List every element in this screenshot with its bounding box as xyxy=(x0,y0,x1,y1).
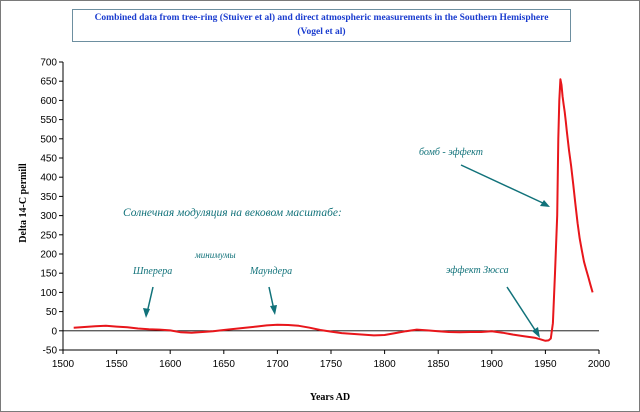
y-tick-label: 600 xyxy=(40,96,57,107)
y-tick-label: 200 xyxy=(40,250,57,261)
y-tick-label: 250 xyxy=(40,230,57,241)
annotation-minima: минимумы xyxy=(194,250,236,260)
chart-axes xyxy=(62,62,599,351)
x-tick-label: 1950 xyxy=(534,359,557,370)
arrow-sporer xyxy=(143,286,154,318)
y-tick-label: 450 xyxy=(40,154,57,165)
x-tick-label: 1600 xyxy=(159,359,182,370)
x-tick-label: 1550 xyxy=(105,359,128,370)
y-tick-label: 0 xyxy=(51,326,57,337)
y-tick-label: 50 xyxy=(46,307,58,318)
y-tick-label: 500 xyxy=(40,134,57,145)
x-tick-label: 1750 xyxy=(320,359,343,370)
series-layer xyxy=(73,78,594,342)
y-tick-label: 700 xyxy=(40,58,57,69)
arrow-bomb-effect xyxy=(460,164,550,207)
annotation-sporer: Шперера xyxy=(132,266,172,277)
chart-title-box: Combined data from tree-ring (Stuiver et… xyxy=(72,9,571,42)
x-tick-label: 1500 xyxy=(52,359,75,370)
arrow-maunder xyxy=(268,286,277,315)
x-tick-label: 2000 xyxy=(588,359,611,370)
y-tick-label: 400 xyxy=(40,173,57,184)
annotations-layer: бомб - эффект Солнечная модуляция на век… xyxy=(123,147,550,338)
y-tick-label: -50 xyxy=(43,346,58,357)
x-tick-label: 1850 xyxy=(427,359,450,370)
y-tick-label: 350 xyxy=(40,192,57,203)
x-tick-label: 1800 xyxy=(373,359,396,370)
series-line xyxy=(73,78,594,342)
annotation-bomb-effect: бомб - эффект xyxy=(419,147,483,158)
y-tick-label: 300 xyxy=(40,211,57,222)
x-tick-label: 1900 xyxy=(481,359,504,370)
y-tick-label: 550 xyxy=(40,115,57,126)
annotation-maunder: Маундера xyxy=(249,266,292,277)
arrow-suess-effect xyxy=(506,286,540,338)
x-tick-label: 1700 xyxy=(266,359,289,370)
annotation-suess-effect: эффект Зюсса xyxy=(446,265,509,276)
y-tick-label: 100 xyxy=(40,288,57,299)
chart-title-line-2: (Vogel et al) xyxy=(297,27,346,37)
chart-title-line-1: Combined data from tree-ring (Stuiver et… xyxy=(94,13,549,23)
x-tick-label: 1650 xyxy=(213,359,236,370)
annotation-solar-modulation: Солнечная модуляция на вековом масштабе: xyxy=(123,207,342,219)
x-axis-label: Years AD xyxy=(310,392,350,403)
y-axis-label: Delta 14-C permill xyxy=(18,163,29,243)
y-tick-label: 650 xyxy=(40,77,57,88)
tick-labels: -50 0 50 100 150 200 250 300 350 400 450 500 550 600 6… xyxy=(40,58,610,371)
y-tick-label: 150 xyxy=(40,269,57,280)
